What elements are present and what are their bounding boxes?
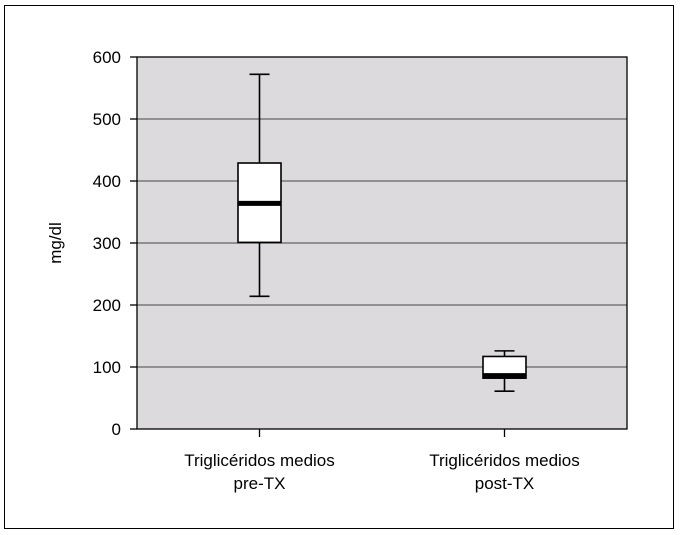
x-tick-label: Triglicéridos medios pre-TX bbox=[184, 451, 335, 493]
x-tick-label-line: Triglicéridos medios bbox=[429, 451, 580, 470]
y-tick-label: 100 bbox=[93, 358, 121, 377]
y-tick-label: 600 bbox=[93, 48, 121, 67]
x-tick-label: Triglicéridos medios post-TX bbox=[429, 451, 580, 493]
y-tick-label: 300 bbox=[93, 234, 121, 253]
y-axis-ticks: 0 100 200 300 400 500 600 bbox=[93, 48, 137, 439]
y-tick-label: 0 bbox=[112, 420, 121, 439]
y-tick-label: 500 bbox=[93, 110, 121, 129]
y-tick-label: 200 bbox=[93, 296, 121, 315]
y-axis-title: mg/dl bbox=[46, 222, 65, 264]
box-1 bbox=[237, 73, 282, 298]
x-tick-label-line: Triglicéridos medios bbox=[184, 451, 335, 470]
y-tick-label: 400 bbox=[93, 172, 121, 191]
x-tick-label-line: post-TX bbox=[475, 474, 535, 493]
x-axis-ticks: Triglicéridos medios pre-TXTriglicéridos … bbox=[184, 429, 580, 493]
boxes bbox=[237, 73, 527, 392]
x-tick-label-line: pre-TX bbox=[234, 474, 286, 493]
gridlines bbox=[137, 118, 627, 368]
box-2 bbox=[482, 350, 527, 392]
